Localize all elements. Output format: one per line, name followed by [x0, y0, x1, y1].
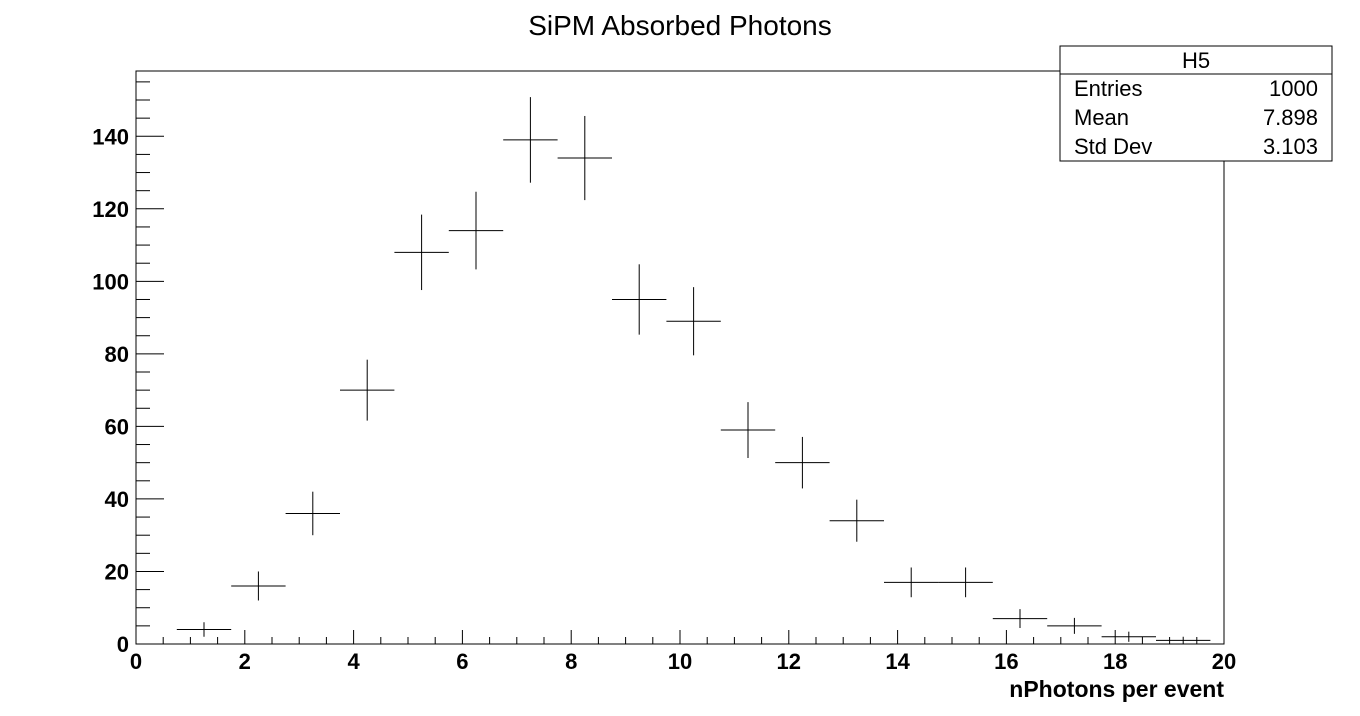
data-point	[176, 622, 232, 637]
x-tick-label: 16	[994, 649, 1018, 674]
data-point	[557, 115, 612, 201]
data-points	[176, 97, 1211, 644]
data-point	[503, 97, 558, 183]
stats-row-value: 3.103	[1263, 134, 1318, 159]
x-tick-label: 4	[347, 649, 360, 674]
stats-box-name: H5	[1182, 48, 1210, 73]
y-tick-label: 0	[117, 632, 129, 657]
data-point	[448, 191, 504, 270]
stats-row-value: 7.898	[1263, 105, 1318, 130]
y-tick-label: 140	[92, 124, 129, 149]
data-point	[340, 359, 395, 421]
data-point	[1101, 631, 1156, 642]
y-tick-label: 60	[105, 414, 129, 439]
y-tick-label: 100	[92, 269, 129, 294]
y-tick-label: 120	[92, 197, 129, 222]
data-point	[829, 499, 884, 542]
y-tick-label: 80	[105, 342, 129, 367]
x-tick-label: 6	[456, 649, 468, 674]
data-point	[1156, 636, 1211, 644]
x-tick-label: 18	[1103, 649, 1127, 674]
chart-title: SiPM Absorbed Photons	[528, 10, 832, 41]
data-point	[612, 264, 667, 335]
stats-row-label: Std Dev	[1074, 134, 1152, 159]
data-point	[938, 567, 993, 598]
data-point	[720, 402, 776, 458]
stats-row-value: 1000	[1269, 76, 1318, 101]
axis-tick-labels: 0 2 4 6 8 10 12 14 16 18 20 0 20 40 60 80 100 120 140	[92, 124, 1236, 674]
stats-box-frame	[1059, 45, 1333, 162]
stats-box: H5 Entries 1000 Mean 7.898 Std Dev 3.103	[1059, 45, 1333, 162]
data-point	[394, 214, 449, 291]
data-point	[666, 287, 721, 356]
data-point	[884, 567, 939, 598]
data-point	[775, 436, 830, 489]
x-tick-label: 14	[885, 649, 910, 674]
axis-ticks	[135, 81, 1225, 645]
y-tick-label: 20	[105, 559, 129, 584]
x-tick-label: 8	[565, 649, 577, 674]
x-tick-label: 2	[239, 649, 251, 674]
stats-row-label: Mean	[1074, 105, 1129, 130]
y-tick-label: 40	[105, 487, 129, 512]
x-tick-label: 12	[777, 649, 801, 674]
stats-box-rows: Entries 1000 Mean 7.898 Std Dev 3.103	[1074, 76, 1318, 159]
data-point	[231, 571, 286, 601]
data-point	[285, 491, 340, 536]
stats-row-label: Entries	[1074, 76, 1142, 101]
x-tick-label: 10	[668, 649, 692, 674]
data-point	[1047, 617, 1102, 634]
data-point	[992, 609, 1048, 629]
x-axis-label: nPhotons per event	[1009, 676, 1224, 702]
x-tick-label: 20	[1212, 649, 1236, 674]
x-tick-label: 0	[130, 649, 142, 674]
